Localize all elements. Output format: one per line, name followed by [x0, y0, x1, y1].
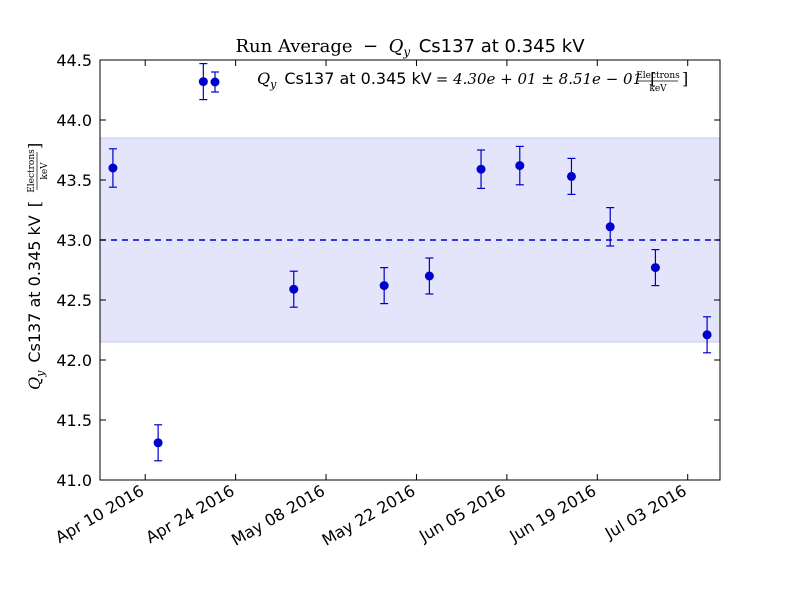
point-marker-3: [289, 284, 299, 294]
point-marker-7: [515, 161, 525, 171]
point-marker-11: [702, 330, 712, 340]
ylabel-unit-den: keV: [40, 162, 50, 180]
y-tick-label-3: 42.5: [56, 291, 92, 310]
data-point-3: [289, 270, 299, 308]
point-marker-1: [153, 438, 163, 448]
point-marker-0: [108, 163, 118, 173]
title-dash: −: [363, 36, 378, 57]
y-tick-label-4: 43.0: [56, 231, 92, 250]
data-point-10: [650, 249, 660, 287]
x-tick-label-6: Jul 03 2016: [601, 481, 690, 543]
legend-unit-den: keV: [649, 84, 667, 94]
data-point-1: [153, 424, 163, 462]
plot-frame: [99, 59, 721, 481]
chart-title: Run Average − Qy Cs137 at 0.345 kV: [235, 36, 585, 60]
legend-formula: = 4.30e + 01 ± 8.51e − 01: [436, 70, 642, 88]
y-tick-label-5: 43.5: [56, 171, 92, 190]
data-point-11: [702, 316, 712, 354]
legend-unit-num: Electrons: [636, 71, 680, 81]
y-tick-label-1: 41.5: [56, 411, 92, 430]
y-tick-label-2: 42.0: [56, 351, 92, 370]
y-axis-label: Qy Cs137 at 0.345 kV [ Electrons keV ]: [25, 143, 50, 390]
y-tick-label-7: 44.5: [56, 51, 92, 70]
point-marker-4: [379, 281, 389, 291]
x-tick-label-4: Jun 05 2016: [415, 481, 509, 546]
data-point-7: [515, 145, 525, 186]
point-marker-8: [566, 171, 576, 181]
y-axis-ticks: 41.0 41.5 42.0 42.5 43.0 43.5 44.0 44.5: [56, 51, 720, 490]
legend-marker: [210, 77, 220, 87]
point-marker-9: [605, 222, 615, 232]
svg-text:]: ]: [25, 143, 44, 149]
data-point-6: [476, 149, 486, 189]
svg-text:Qy Cs137 at 0.345 kV: Qy Cs137 at 0.345 kV [: [25, 201, 48, 390]
data-point-5: [424, 257, 434, 295]
svg-text:]: ]: [682, 69, 688, 88]
y-tick-label-0: 41.0: [56, 471, 92, 490]
title-prefix: Run Average: [235, 36, 352, 57]
data-point-8: [566, 157, 576, 195]
data-points: [108, 62, 712, 462]
title-qy-sub: y: [402, 45, 410, 59]
data-point-9: [605, 207, 615, 247]
title-suffix: Cs137 at 0.345 kV: [419, 36, 586, 57]
x-tick-label-5: Jun 19 2016: [506, 481, 600, 546]
x-tick-label-1: Apr 24 2016: [142, 481, 237, 547]
y-tick-label-6: 44.0: [56, 111, 92, 130]
data-point-0: [108, 148, 118, 188]
x-tick-label-2: May 08 2016: [228, 481, 328, 550]
x-tick-label-3: May 22 2016: [319, 481, 419, 550]
point-marker-10: [650, 263, 660, 273]
legend-label: Qy Cs137 at 0.345 kV = 4.30e + 01 ± 8.51…: [257, 69, 656, 92]
point-marker-5: [424, 271, 434, 281]
point-marker-6: [476, 164, 486, 174]
data-point-2: [198, 62, 208, 101]
data-point-4: [379, 267, 389, 305]
x-tick-label-0: Apr 10 2016: [52, 481, 147, 547]
legend: Qy Cs137 at 0.345 kV = 4.30e + 01 ± 8.51…: [210, 69, 688, 94]
point-marker-2: [198, 77, 208, 87]
ylabel-unit-num: Electrons: [27, 149, 37, 193]
title-qy: Q: [389, 36, 404, 57]
